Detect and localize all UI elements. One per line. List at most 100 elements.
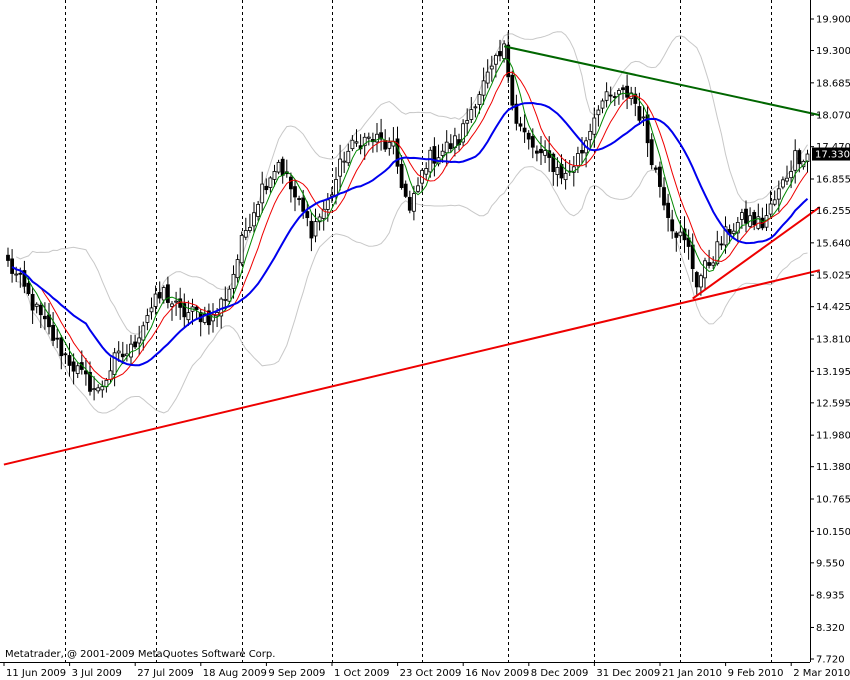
candle-body [477, 94, 482, 105]
candle-body [88, 371, 92, 392]
candle-body [338, 158, 343, 177]
candle-body [514, 103, 519, 124]
y-tick-label: 13.810 [816, 335, 850, 346]
candle-body [112, 352, 117, 375]
y-tick-label: 14.425 [816, 302, 850, 313]
x-tick-label: 18 Aug 2009 [203, 668, 267, 679]
y-tick-label: 15.640 [816, 238, 850, 249]
candle-body [182, 303, 187, 318]
candle-body [539, 148, 543, 154]
candle-body [797, 150, 802, 165]
candle-body [461, 123, 466, 143]
candle-body [141, 325, 146, 341]
candle-body [526, 132, 531, 140]
candle-body [309, 220, 314, 239]
candle-body [18, 272, 23, 275]
ma-slow-line [11, 101, 809, 367]
y-tick-label: 13.195 [816, 367, 850, 378]
x-tick-label: 27 Jul 2009 [137, 668, 194, 679]
candle-body [740, 212, 744, 220]
candle-body [535, 150, 539, 154]
candle-body [576, 153, 580, 167]
candle-body [658, 166, 662, 187]
candle-body [735, 222, 740, 234]
candle-body [432, 146, 437, 164]
candle-body [116, 350, 121, 354]
y-tick-label: 11.980 [816, 431, 850, 442]
candle-body [723, 226, 728, 246]
candle-body [202, 313, 207, 323]
candle-body [666, 202, 670, 218]
candle-body [6, 254, 10, 261]
candle-body [571, 166, 576, 173]
y-tick-label: 15.025 [816, 271, 850, 282]
candle-body [522, 127, 527, 133]
candle-body [211, 314, 215, 322]
candle-body [448, 143, 453, 150]
candle-body [264, 185, 269, 191]
candle-body [43, 315, 47, 320]
candle-body [678, 231, 683, 237]
candle-body [387, 141, 392, 149]
candle-body [342, 160, 347, 163]
candle-body [424, 168, 429, 175]
candle-body [133, 341, 138, 348]
x-axis: 11 Jun 2009 3 Jul 2009 27 Jul 2009 18 Aug 2… [3, 662, 850, 679]
candle-body [268, 177, 273, 188]
trendline [503, 45, 821, 117]
y-tick-label: 16.255 [816, 206, 850, 217]
candle-body [321, 208, 326, 219]
candle-body [129, 343, 133, 358]
candle-body [489, 65, 494, 70]
ma-mid-line [11, 71, 808, 381]
x-tick-label: 9 Feb 2010 [728, 668, 784, 679]
candle-body [256, 204, 261, 217]
y-tick-label: 19.900 [816, 15, 850, 26]
y-tick-label: 19.300 [816, 46, 850, 57]
candle-body [498, 51, 502, 57]
candle-body [96, 387, 101, 392]
candle-body [243, 230, 248, 238]
candle-body [473, 106, 478, 109]
candle-body [662, 187, 666, 206]
candle-body [288, 176, 293, 190]
candle-body [145, 315, 150, 323]
candle-body [649, 139, 654, 166]
plot-area [0, 0, 810, 662]
candle-body [793, 150, 798, 171]
candle-body [592, 117, 597, 135]
y-tick-label: 16.855 [816, 175, 850, 186]
current-price-tag: 17.330 [812, 147, 850, 161]
x-tick-label: 1 Oct 2009 [334, 668, 389, 679]
candle-body [789, 171, 793, 179]
moving-averages [11, 58, 809, 388]
candle-body [481, 80, 486, 96]
candle-body [416, 185, 420, 192]
candle-body [293, 186, 297, 198]
candle-body [744, 208, 748, 224]
candle-body [699, 275, 703, 288]
candle-body [518, 123, 523, 127]
y-tick-label: 9.550 [816, 558, 845, 569]
y-tick-label: 10.150 [816, 527, 850, 538]
candle-body [588, 130, 593, 141]
candle-body [334, 179, 338, 196]
candle-body [305, 211, 310, 219]
candle-body [785, 177, 789, 182]
candle-body [313, 221, 318, 237]
candle-body [51, 324, 55, 341]
y-tick-label: 7.720 [816, 655, 845, 666]
candle-body [100, 386, 105, 391]
y-tick-label: 11.380 [816, 462, 850, 473]
candle-body [641, 116, 646, 119]
candle-body [350, 139, 355, 150]
candle-body [399, 163, 404, 188]
candle-body [38, 304, 43, 316]
candle-body [694, 272, 699, 288]
candle-body [440, 150, 445, 156]
candle-body [428, 149, 433, 173]
candle-body [776, 188, 781, 200]
candle-body [768, 203, 773, 215]
candle-body [375, 133, 379, 143]
candle-body [165, 284, 170, 303]
